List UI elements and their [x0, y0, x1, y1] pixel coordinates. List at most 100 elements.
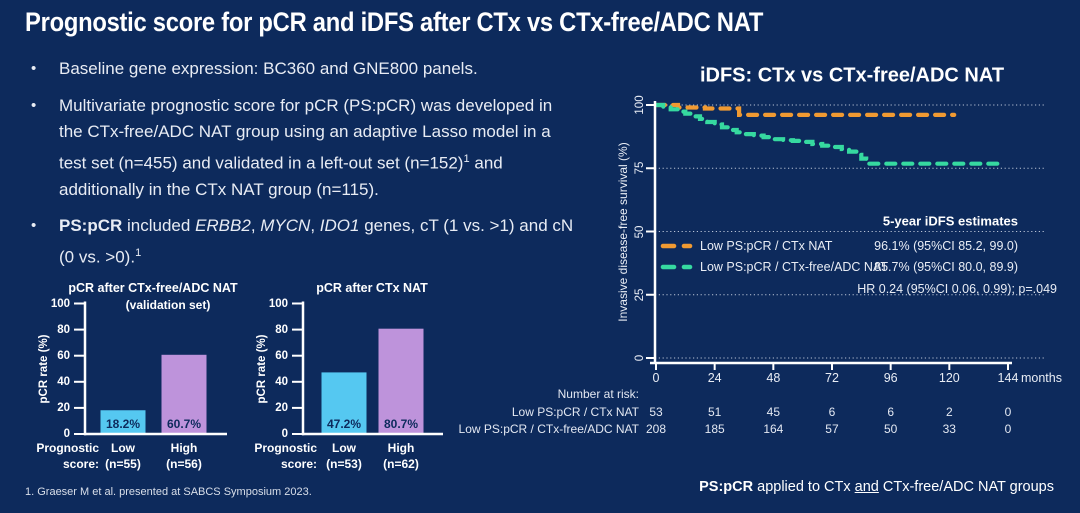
- km-legend-header: 5-year iDFS estimates: [882, 213, 1018, 229]
- km-legend-label: Low PS:pCR / CTx NAT: [700, 239, 833, 253]
- risk-count: 6: [828, 404, 836, 419]
- km-legend-estimate: 96.1% (95%CI 85.2, 99.0): [874, 239, 1018, 253]
- footnote: 1. Graeser M et al. presented at SABCS S…: [25, 486, 312, 498]
- bar-y-tick-label: 0: [281, 428, 288, 440]
- bar-category-n-label: (n=53): [326, 457, 362, 471]
- bar-y-tick-label: 100: [50, 297, 70, 310]
- bar-low: [321, 372, 367, 434]
- bar-value-label: 80.7%: [383, 417, 419, 431]
- bar-y-tick-label: 40: [275, 375, 288, 388]
- text-segment: 1: [135, 246, 142, 259]
- text-segment: PS:pCR: [59, 216, 123, 236]
- risk-count: 51: [707, 404, 722, 419]
- bullet-item: PS:pCR included ERBB2, MYCN, IDO1 genes,…: [28, 213, 580, 271]
- text-segment: ,: [310, 216, 320, 236]
- bar-y-tick-label: 0: [63, 428, 70, 440]
- risk-count: 45: [766, 404, 781, 419]
- bullet-item: Multivariate prognostic score for pCR (P…: [28, 93, 580, 204]
- bar-y-tick-label: 100: [268, 297, 288, 310]
- bar-y-tick-label: 20: [57, 401, 70, 414]
- text-segment: PS:pCR: [699, 479, 754, 495]
- km-x-tick-label: 120: [938, 370, 960, 385]
- text-segment: genes, cT (1 vs. >1) and cN (0 vs. >0).: [59, 216, 574, 267]
- text-segment: IDO1: [319, 216, 360, 236]
- bar-category-label: Low: [111, 441, 135, 455]
- km-y-tick-label: 75: [634, 161, 646, 175]
- bar-y-tick-label: 60: [275, 349, 288, 362]
- km-y-tick-label: 25: [634, 288, 646, 302]
- bar-y-tick-label: 80: [57, 323, 70, 336]
- bar-xaxis-caption: Prognostic: [36, 441, 99, 455]
- risk-row-label: Low PS:pCR / CTx NAT: [511, 404, 639, 419]
- km-ylabel: Invasive disease-free survival (%): [616, 141, 630, 322]
- text-segment: Baseline gene expression: BC360 and GNE8…: [59, 59, 478, 78]
- bar-y-tick-label: 20: [275, 401, 288, 414]
- risk-row-label: Low PS:pCR / CTx-free/ADC NAT: [458, 421, 639, 436]
- text-segment: CTx-free/ADC NAT groups: [878, 479, 1054, 495]
- bar-y-tick-label: 60: [57, 349, 70, 362]
- risk-count: 2: [945, 404, 953, 419]
- text-segment: applied to CTx: [753, 479, 855, 495]
- risk-count: 6: [887, 404, 894, 419]
- bar-category-n-label: (n=62): [383, 457, 419, 471]
- bar-category-n-label: (n=56): [166, 457, 202, 471]
- bar-xaxis-caption: Prognostic: [254, 441, 317, 455]
- risk-count: 0: [1004, 421, 1012, 436]
- km-curve: [653, 102, 1003, 166]
- slide-title: Prognostic score for pCR and iDFS after …: [25, 7, 764, 37]
- risk-count: 0: [1004, 404, 1012, 419]
- bar-chart-title: pCR after CTx NAT: [316, 281, 428, 295]
- risk-count: 53: [649, 404, 663, 419]
- bar-xaxis-caption: score:: [280, 457, 317, 471]
- bar-high: [378, 328, 424, 434]
- bar-low: [100, 410, 146, 434]
- bar-high: [161, 354, 207, 434]
- text-segment: included: [122, 216, 196, 236]
- bar-value-label: 47.2%: [326, 417, 362, 431]
- bar-y-tick-label: 80: [275, 323, 288, 336]
- bar-xaxis-caption: score:: [62, 457, 99, 471]
- km-x-tick-label: 144: [997, 370, 1019, 385]
- risk-count: 57: [825, 421, 839, 436]
- km-x-tick-label: 72: [825, 370, 839, 385]
- bar-category-n-label: (n=55): [105, 457, 141, 471]
- footer-takeaway: PS:pCR applied to CTx and CTx-free/ADC N…: [699, 479, 1054, 495]
- km-y-tick-label: 50: [634, 225, 646, 238]
- text-segment: MYCN: [260, 216, 311, 236]
- km-x-unit-label: months: [1020, 370, 1062, 385]
- km-x-tick-label: 0: [652, 370, 660, 385]
- km-legend-estimate: 85.7% (95%CI 80.0, 89.9): [874, 260, 1018, 274]
- bar-y-tick-label: 40: [57, 375, 70, 388]
- risk-count: 33: [942, 421, 956, 436]
- km-hr-text: HR 0.24 (95%CI 0.06, 0.99); p=.049: [857, 282, 1057, 296]
- bullet-list: Baseline gene expression: BC360 and GNE8…: [28, 56, 580, 281]
- bar-category-label: High: [170, 441, 198, 455]
- bar-value-label: 60.7%: [166, 417, 202, 431]
- bar-category-label: High: [387, 441, 415, 455]
- bar-chart-title: pCR after CTx-free/ADC NAT: [68, 281, 238, 295]
- km-x-tick-label: 24: [707, 370, 722, 385]
- text-segment: 1: [463, 152, 470, 165]
- bar-value-label: 18.2%: [105, 417, 141, 431]
- km-curve: [653, 102, 957, 117]
- km-title: iDFS: CTx vs CTx-free/ADC NAT: [699, 64, 1005, 87]
- km-x-tick-label: 96: [883, 370, 898, 385]
- risk-table-header: Number at risk:: [557, 387, 639, 401]
- km-legend-label: Low PS:pCR / CTx-free/ADC NAT: [700, 260, 889, 274]
- km-x-tick-label: 48: [766, 370, 781, 385]
- km-y-tick-label: 100: [634, 95, 646, 115]
- bar-chart-ylabel: pCR rate (%): [38, 334, 50, 404]
- risk-count: 50: [883, 421, 898, 436]
- risk-count: 185: [704, 421, 725, 436]
- text-segment: and: [854, 479, 879, 495]
- risk-count: 164: [763, 421, 784, 436]
- bar-category-label: Low: [332, 441, 356, 455]
- bar-chart-subtitle: (validation set): [125, 297, 211, 312]
- risk-count: 208: [645, 421, 667, 436]
- bar-chart-ylabel: pCR rate (%): [256, 334, 268, 404]
- bullet-item: Baseline gene expression: BC360 and GNE8…: [28, 56, 580, 83]
- text-segment: ,: [250, 216, 261, 236]
- km-y-tick-label: 0: [634, 354, 646, 362]
